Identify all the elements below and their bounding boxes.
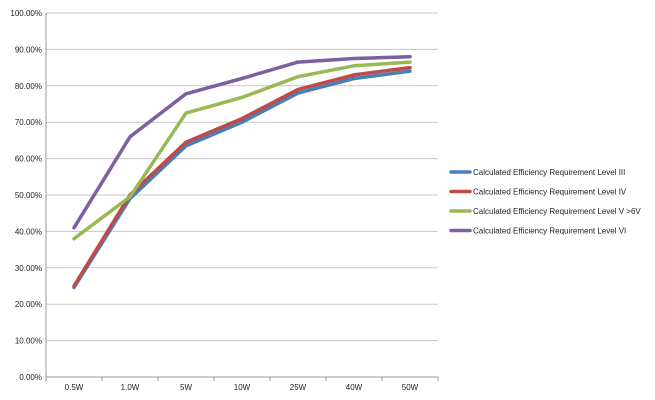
x-axis-ticks: 0.5W 1.0W 5W 10W 25W 40W 50W: [45, 377, 439, 392]
series-line: [72, 65, 412, 288]
gridlines: [45, 12, 438, 378]
y-tick-label: 0.00%: [19, 373, 42, 382]
y-tick-label: 50.00%: [15, 191, 42, 200]
x-tick-label: 1.0W: [121, 383, 140, 392]
y-tick-label: 70.00%: [15, 118, 42, 127]
x-tick-label: 5W: [180, 383, 192, 392]
legend-label: Calculated Efficiency Requirement Level …: [473, 227, 626, 236]
y-tick-label: 80.00%: [15, 82, 42, 91]
legend-label: Calculated Efficiency Requirement Level …: [473, 188, 627, 197]
y-axis-ticks: 0.00% 10.00% 20.00% 30.00% 40.00% 50.00% 60.00…: [10, 9, 42, 382]
y-tick-label: 10.00%: [15, 337, 42, 346]
x-tick-label: 10W: [234, 383, 251, 392]
legend: Calculated Efficiency Requirement Level …: [449, 168, 641, 236]
y-tick-label: 60.00%: [15, 155, 42, 164]
legend-label: Calculated Efficiency Requirement Level …: [473, 168, 625, 177]
series-line: [72, 54, 412, 230]
x-tick-label: 0.5W: [65, 383, 84, 392]
y-tick-label: 30.00%: [15, 264, 42, 273]
y-tick-label: 20.00%: [15, 300, 42, 309]
x-tick-label: 50W: [402, 383, 419, 392]
y-tick-label: 40.00%: [15, 227, 42, 236]
y-tick-label: 100.00%: [10, 9, 42, 18]
series-lines: [72, 54, 412, 290]
legend-label: Calculated Efficiency Requirement Level …: [473, 207, 641, 216]
series-line: [72, 69, 412, 290]
x-tick-label: 40W: [346, 383, 363, 392]
y-tick-label: 90.00%: [15, 45, 42, 54]
series-line: [72, 60, 412, 241]
x-tick-label: 25W: [290, 383, 307, 392]
